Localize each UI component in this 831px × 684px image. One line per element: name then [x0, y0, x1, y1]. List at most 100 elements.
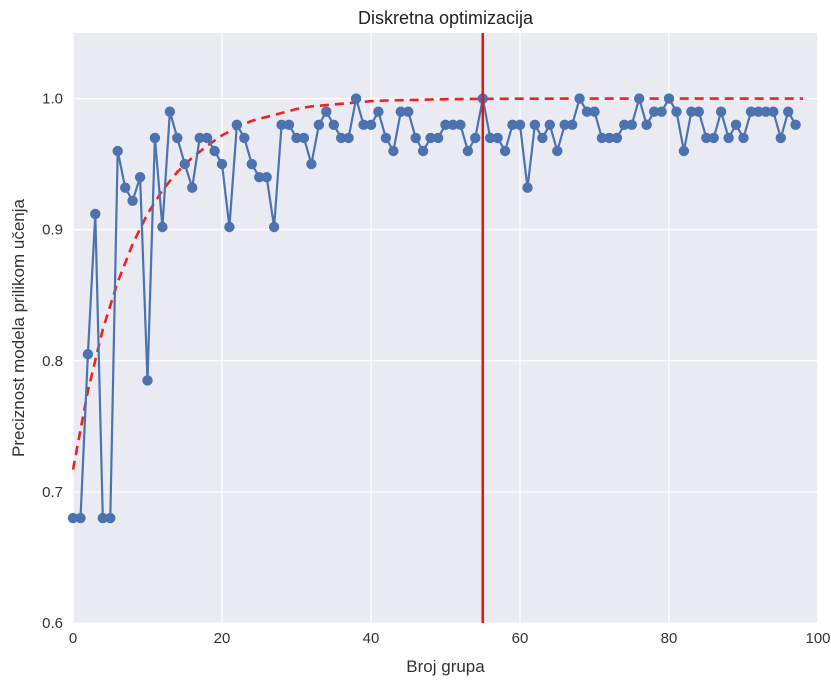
data-point: [321, 106, 332, 117]
data-point: [105, 512, 116, 524]
data-point: [306, 158, 317, 170]
data-point: [224, 221, 235, 233]
data-point: [745, 106, 757, 117]
data-point: [470, 132, 481, 144]
data-point: [97, 512, 109, 524]
data-point: [164, 106, 176, 117]
data-point: [529, 119, 541, 130]
data-point: [149, 132, 161, 144]
data-point: [90, 208, 101, 220]
data-point: [425, 132, 436, 144]
data-point: [187, 182, 198, 193]
data-point: [701, 132, 712, 144]
data-point: [410, 132, 421, 144]
y-tick-label: 0.8: [42, 353, 63, 370]
data-point: [261, 172, 272, 183]
series-layer: [67, 33, 804, 623]
data-point: [440, 119, 451, 130]
data-point: [783, 106, 794, 117]
y-tick-label: 0.9: [42, 222, 63, 239]
series-line-fit: [71, 97, 804, 470]
data-point: [388, 145, 399, 157]
data-point: [417, 145, 429, 157]
data-point: [246, 158, 257, 170]
data-point: [671, 106, 682, 117]
data-point: [216, 158, 228, 170]
data-point: [283, 119, 295, 130]
data-point: [328, 119, 339, 130]
data-point: [656, 106, 667, 117]
x-tick-label: 60: [512, 630, 529, 647]
data-point: [678, 145, 690, 157]
data-point: [723, 132, 734, 144]
data-point: [768, 106, 779, 117]
data-point: [499, 145, 511, 157]
data-point: [172, 132, 183, 144]
data-point: [544, 119, 555, 130]
data-point: [604, 132, 615, 144]
data-point: [738, 132, 749, 144]
data-point: [67, 512, 79, 524]
data-point: [492, 132, 503, 144]
data-point: [179, 158, 190, 170]
data-point: [514, 119, 526, 130]
data-point: [455, 119, 466, 130]
data-point: [254, 172, 265, 183]
x-tick-label: 40: [363, 630, 380, 647]
plot-area: [73, 33, 818, 623]
data-point: [380, 132, 392, 144]
data-point: [157, 221, 168, 233]
y-tick-label: 0.6: [42, 615, 63, 632]
y-axis-title: Preciznost modela prilikom učenja: [9, 198, 28, 456]
data-point: [276, 119, 287, 130]
data-point: [239, 132, 250, 144]
x-tick-label: 100: [805, 630, 830, 647]
data-point: [626, 119, 637, 130]
data-point: [313, 119, 325, 130]
data-point: [75, 512, 86, 524]
data-point: [112, 145, 123, 157]
data-point: [574, 93, 585, 104]
data-point: [127, 195, 138, 206]
x-tick-label: 80: [661, 630, 678, 647]
data-point: [790, 119, 801, 130]
data-point: [142, 375, 153, 386]
data-point: [619, 119, 630, 130]
data-point: [715, 106, 727, 117]
data-point: [485, 132, 496, 144]
x-tick-label: 0: [69, 630, 77, 647]
data-point: [686, 106, 697, 117]
data-point: [559, 119, 570, 130]
data-point: [343, 132, 354, 144]
tick-labels: 0 20 40 60 80 100 0.6 0.7 0.8 0.9 1.0: [42, 91, 830, 647]
data-point: [596, 132, 608, 144]
y-tick-label: 1.0: [42, 91, 63, 108]
data-point: [589, 106, 600, 117]
data-point: [373, 106, 384, 117]
data-point: [760, 106, 772, 117]
data-point: [194, 132, 205, 144]
data-point: [365, 119, 377, 130]
data-point: [663, 93, 675, 104]
data-point: [358, 119, 369, 130]
data-point: [350, 93, 362, 104]
data-point: [268, 221, 280, 233]
data-point: [648, 106, 660, 117]
x-axis-title: Broj grupa: [406, 657, 485, 676]
data-point: [611, 132, 623, 144]
data-point: [775, 132, 786, 144]
x-tick-label: 20: [214, 630, 231, 647]
data-point: [336, 132, 347, 144]
data-point: [403, 106, 414, 117]
data-point: [298, 132, 310, 144]
data-point: [581, 106, 593, 117]
data-point: [567, 119, 578, 130]
data-point: [708, 132, 719, 144]
data-point: [447, 119, 459, 130]
data-point: [432, 132, 444, 144]
data-point: [753, 106, 764, 117]
data-point: [231, 119, 243, 130]
data-point: [693, 106, 704, 117]
